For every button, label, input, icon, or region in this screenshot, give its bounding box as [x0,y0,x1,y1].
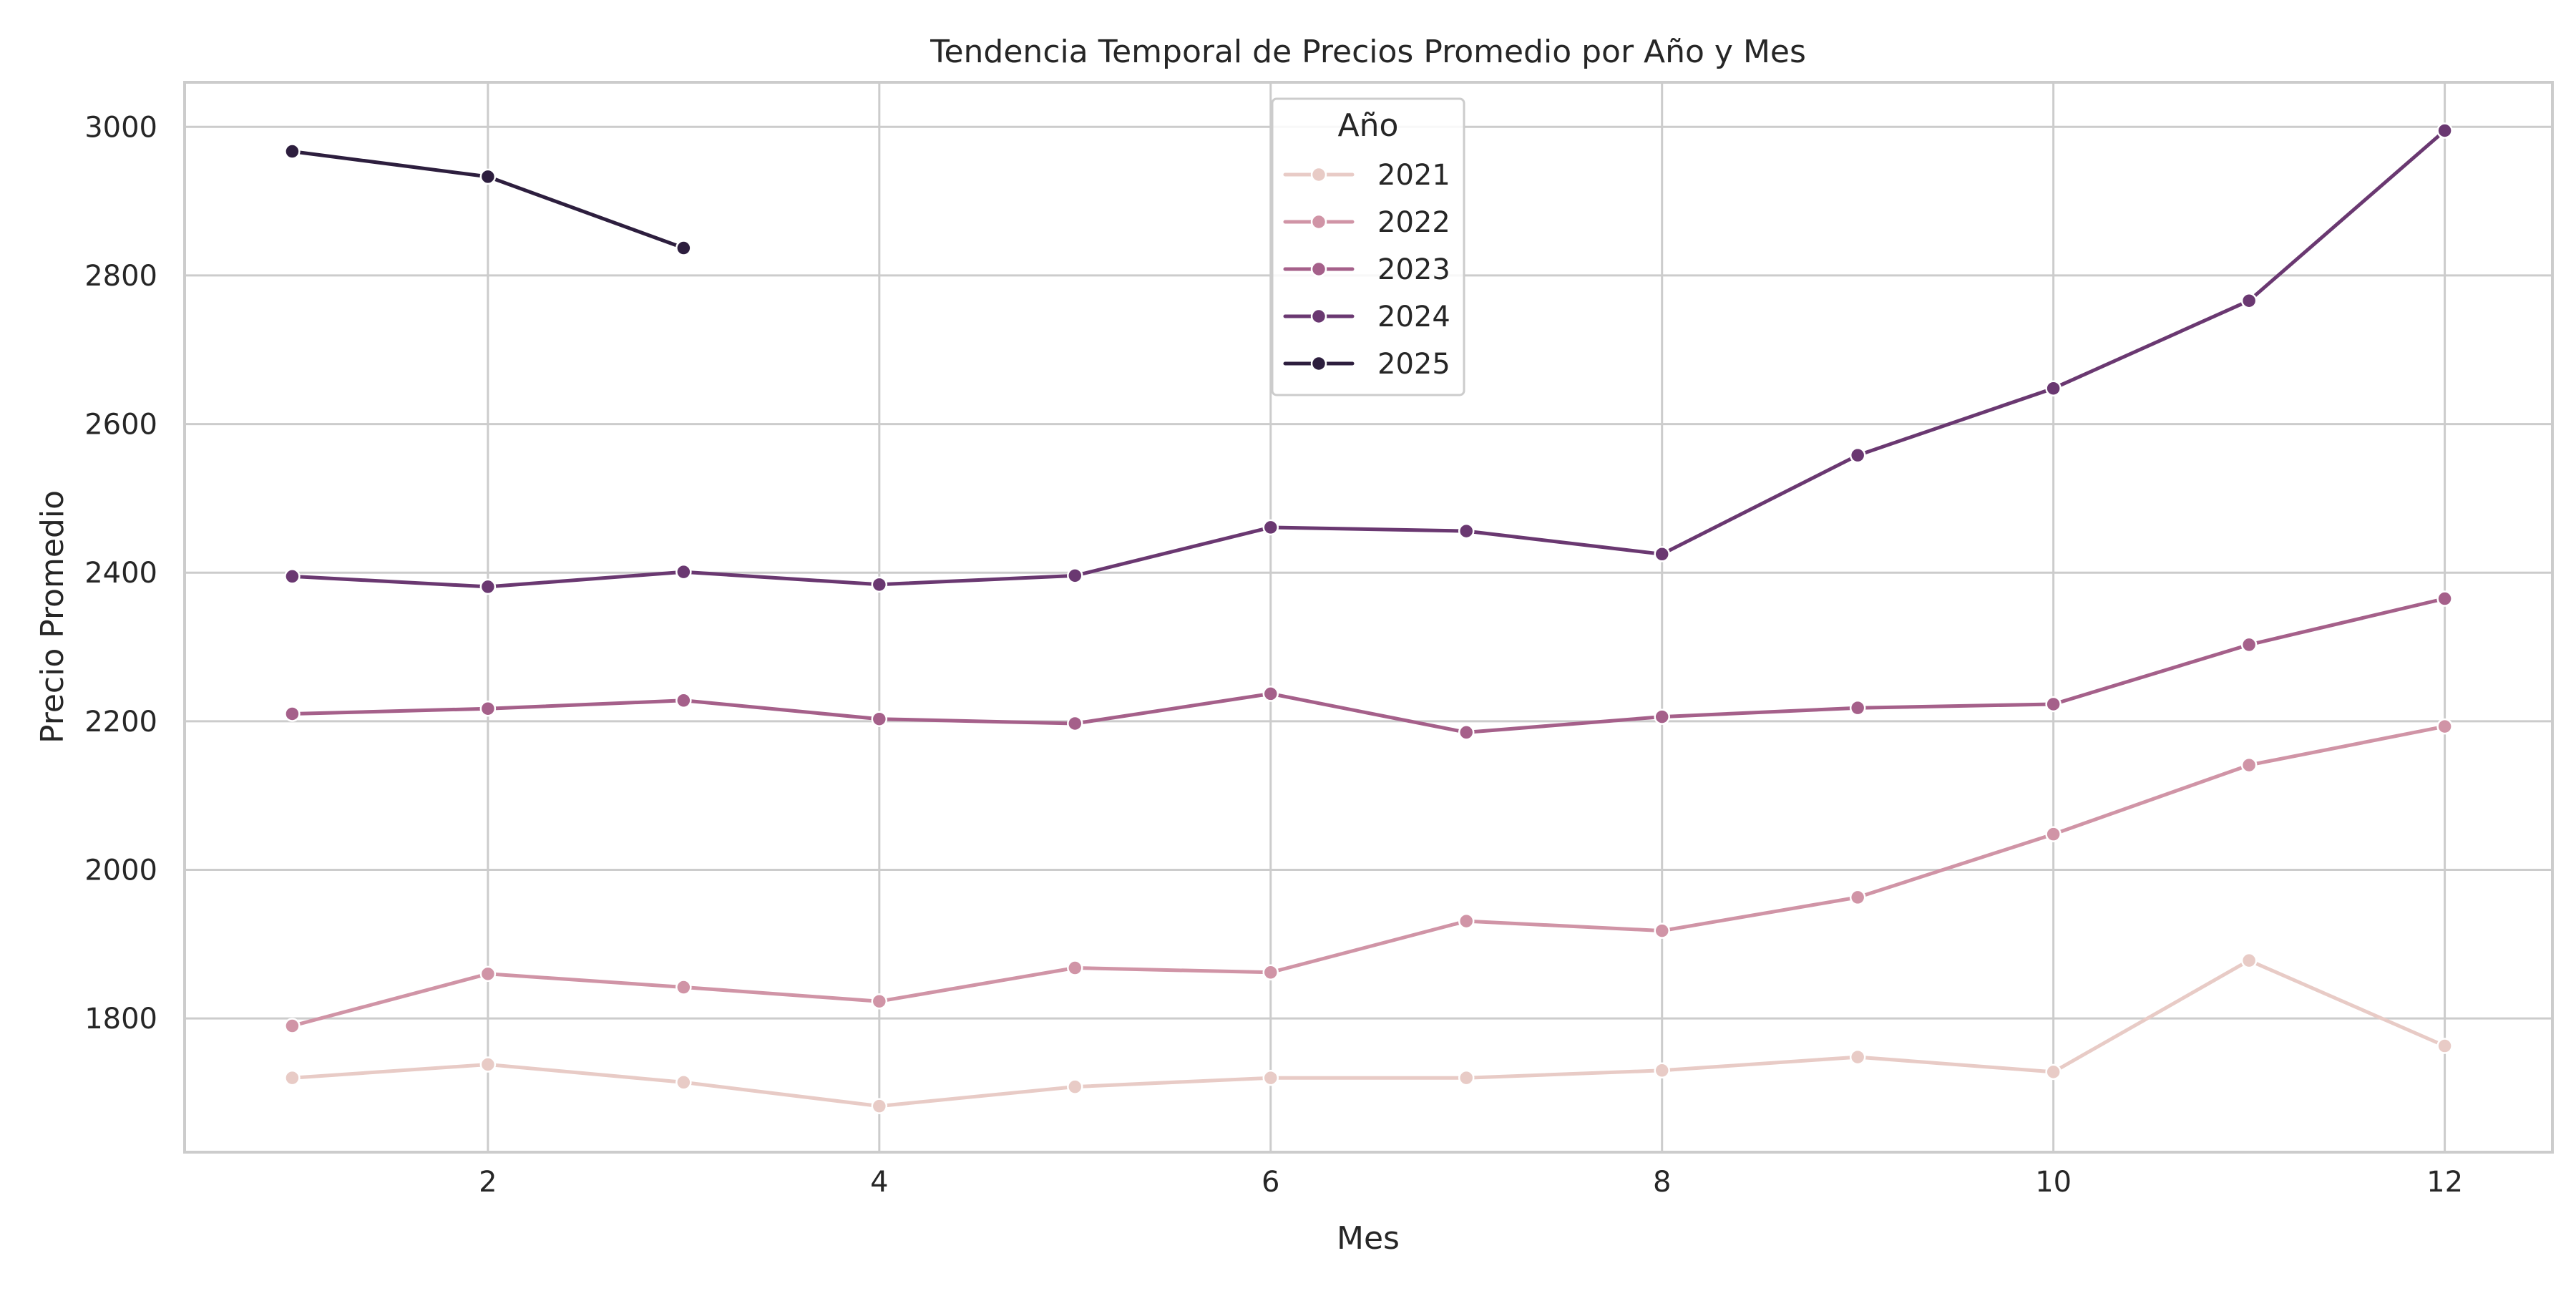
data-point [675,692,692,709]
legend-swatch-marker [1310,166,1327,183]
x-tick-label: 10 [2035,1166,2072,1199]
legend-entry: 2023 [1283,253,1450,286]
y-tick-label: 2600 [84,409,157,442]
data-point [1654,546,1670,562]
legend-label: 2023 [1377,253,1450,286]
x-tick-label: 8 [1653,1166,1671,1199]
series-group [284,122,2453,1114]
data-point [1458,912,1475,930]
plot-frame [183,81,2554,1154]
data-point [284,1069,301,1086]
series-line-2022 [290,724,2447,1028]
data-point [1849,889,1866,906]
data-point [675,563,692,580]
legend-label: 2021 [1377,159,1450,192]
data-point [479,578,497,595]
data-point [1458,724,1475,741]
legend-swatch-marker [1310,355,1327,372]
series-line-2024 [290,129,2447,589]
data-point [871,993,888,1010]
legend-entry: 2024 [1283,301,1450,333]
data-point [2045,696,2062,713]
data-point [284,1018,301,1034]
y-tick-label: 1800 [84,1003,157,1036]
x-tick-label: 2 [479,1166,497,1199]
y-tick-label: 2800 [84,260,157,293]
legend-label: 2024 [1377,301,1450,333]
data-point [2240,636,2258,653]
legend-swatch-marker [1310,213,1327,230]
y-tick-label: 2200 [84,706,157,739]
data-point [1262,519,1279,536]
data-point [1262,1069,1279,1086]
data-point [2240,756,2258,774]
data-point [1849,447,1866,464]
data-point [2045,826,2062,842]
legend-entry: 2021 [1283,159,1450,192]
data-point [284,568,301,585]
legend-swatch-marker [1310,260,1327,278]
data-point [675,240,692,256]
data-point [1458,1069,1475,1086]
x-axis-label: Mes [1337,1220,1400,1257]
data-point [1654,708,1670,725]
chart-title: Tendencia Temporal de Precios Promedio p… [930,34,1806,70]
data-point [2436,590,2453,607]
data-point [2436,718,2453,735]
data-point [479,1056,497,1073]
data-point [2240,292,2258,309]
y-tick-label: 2400 [84,557,157,590]
data-point [284,143,301,160]
grid [185,82,2552,1152]
data-point [2045,1063,2062,1081]
data-point [871,1098,888,1114]
data-point [2436,122,2453,139]
x-tick-label: 12 [2426,1166,2463,1199]
data-point [479,700,497,717]
data-point [871,576,888,593]
data-point [479,965,497,983]
data-point [1849,1048,1866,1066]
data-point [1067,567,1083,584]
series-line-2023 [290,597,2447,734]
legend-label: 2022 [1377,206,1450,239]
y-axis-label: Precio Promedio [34,490,71,744]
data-point [1067,715,1083,732]
data-point [1654,922,1670,939]
series-2023 [284,590,2453,741]
legend-entry: 2022 [1283,206,1450,239]
series-2022 [284,718,2453,1034]
series-2021 [284,952,2453,1114]
legend-label: 2025 [1377,348,1450,381]
data-point [675,979,692,995]
data-point [1067,1078,1083,1095]
x-tick-label: 6 [1262,1166,1279,1199]
legend-entry: 2025 [1283,348,1450,381]
series-2025 [284,143,692,256]
series-2024 [284,122,2453,595]
data-point [871,711,888,727]
data-point [284,706,301,722]
legend-swatch-marker [1310,308,1327,325]
data-point [1262,686,1279,702]
y-tick-label: 3000 [84,111,157,144]
data-point [1262,964,1279,981]
axis-ticks: 2 4 6 8 10 12 1800 2000 2200 2400 2600 2800 3000 [84,111,2463,1199]
data-point [1654,1062,1670,1079]
data-point [2240,952,2258,969]
x-tick-label: 4 [870,1166,888,1199]
data-point [1849,699,1866,716]
legend: Año 2021 2022 2023 2024 2025 [1271,97,1465,396]
data-point [675,1074,692,1091]
data-point [1067,960,1083,976]
legend-title: Año [1338,107,1399,144]
data-point [2045,380,2062,396]
series-line-2021 [290,958,2447,1109]
data-point [1458,522,1475,540]
data-point [479,168,497,185]
data-point [2436,1038,2453,1054]
y-tick-label: 2000 [84,854,157,887]
